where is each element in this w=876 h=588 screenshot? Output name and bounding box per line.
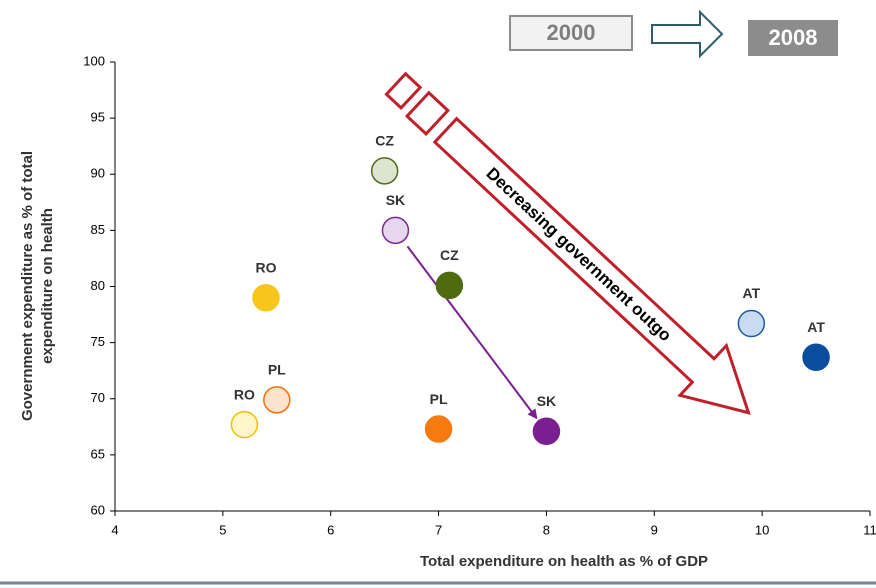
point-label: SK: [386, 192, 405, 208]
x-tick-label: 7: [435, 522, 442, 537]
legend-arrow: [651, 9, 724, 59]
x-tick-label: 8: [543, 522, 550, 537]
y-axis-label: Government expenditure as % of total exp…: [19, 151, 56, 421]
point-label: AT: [807, 319, 825, 335]
y-tick-label: 70: [91, 390, 105, 405]
legend-box-2008: [748, 20, 838, 56]
trend-arrow: [406, 245, 538, 420]
point-label: AT: [743, 285, 761, 301]
x-tick-label: 10: [755, 522, 769, 537]
point: [252, 283, 280, 312]
point: [370, 157, 399, 185]
decrease-arrow: Decreasing government outgo: [384, 71, 751, 415]
point: [230, 410, 259, 439]
point-label: SK: [537, 393, 556, 409]
point-label: CZ: [375, 133, 394, 149]
point-label: PL: [430, 391, 448, 407]
x-tick-label: 5: [219, 522, 226, 537]
x-tick-label: 11: [863, 522, 876, 537]
y-tick-label: 65: [91, 446, 105, 461]
point: [532, 417, 561, 446]
x-tick-label: 4: [111, 522, 118, 537]
point: [737, 309, 766, 338]
legend-label: 2008: [769, 25, 818, 50]
y-tick-label: 60: [91, 502, 105, 517]
point-label: RO: [256, 259, 277, 275]
point: [381, 216, 410, 245]
y-tick-label: 100: [83, 53, 105, 68]
y-tick-label: 75: [91, 334, 105, 349]
y-axis-label-line: expenditure on health: [39, 208, 56, 364]
x-axis-label: Total expenditure on health as % of GDP: [420, 553, 708, 570]
point-label: PL: [268, 362, 286, 378]
y-tick-label: 80: [91, 278, 105, 293]
point: [263, 386, 291, 414]
point: [424, 415, 453, 443]
legend-box-2000: [509, 15, 633, 51]
point: [802, 343, 830, 371]
y-tick-label: 90: [91, 166, 105, 181]
y-tick-label: 95: [91, 110, 105, 125]
y-tick-label: 85: [91, 222, 105, 237]
point-label: RO: [234, 386, 255, 402]
point-label: CZ: [440, 247, 459, 263]
point: [435, 271, 464, 300]
annotation: Decreasing government outgo: [483, 164, 676, 345]
x-tick-label: 9: [651, 522, 658, 537]
legend-label: 2000: [547, 20, 596, 45]
x-tick-label: 6: [327, 522, 334, 537]
y-axis-label-line: Government expenditure as % of total: [19, 151, 36, 421]
